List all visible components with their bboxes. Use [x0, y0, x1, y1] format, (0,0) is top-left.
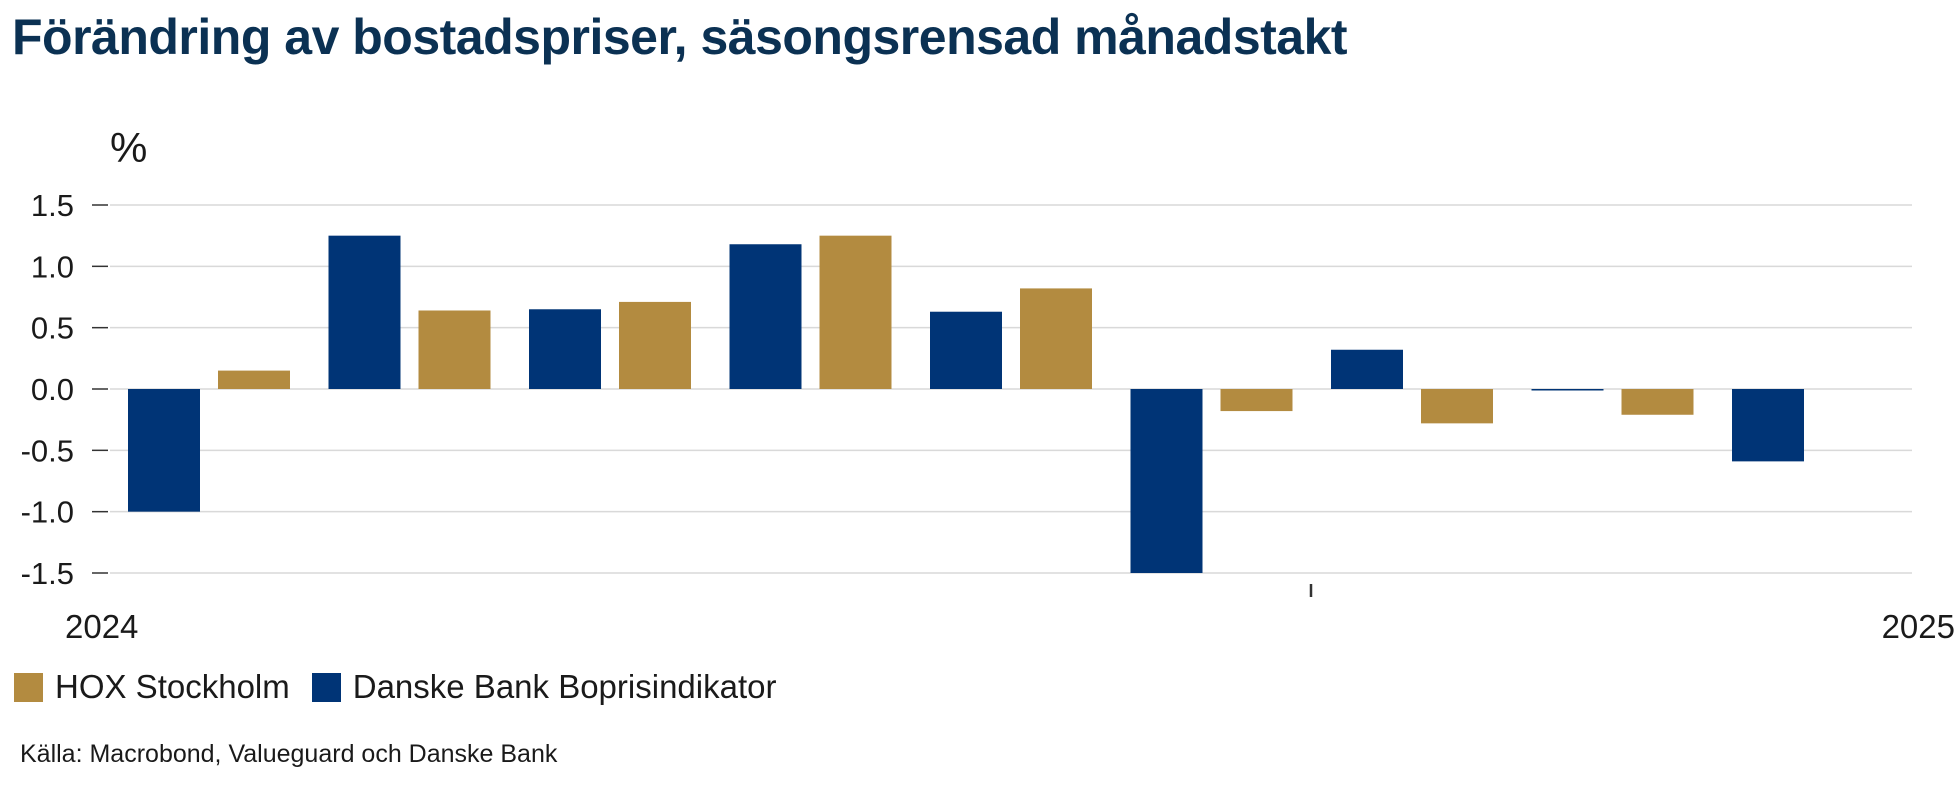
chart-title: Förändring av bostadspriser, säsongsrens…	[12, 9, 1348, 65]
bar-danske	[1531, 389, 1604, 391]
y-tick-label: -1.0	[21, 495, 74, 530]
bar-danske	[1130, 389, 1203, 573]
legend-item-danske: Danske Bank Boprisindikator	[311, 668, 777, 706]
bar-danske	[1331, 349, 1403, 389]
bar-danske	[328, 235, 401, 389]
y-axis-unit-label: %	[110, 124, 147, 171]
source-note: Källa: Macrobond, Valueguard och Danske …	[20, 740, 558, 768]
y-tick-label: -1.5	[21, 556, 74, 591]
x-tick-label-start: 2024	[65, 608, 138, 645]
legend: HOX Stockholm Danske Bank Boprisindikato…	[14, 668, 798, 706]
legend-swatch-danske	[311, 672, 341, 702]
y-tick-label: 1.0	[31, 249, 74, 284]
y-tick-label: 0.5	[31, 311, 74, 346]
bar-hox	[1020, 288, 1092, 389]
bar-danske	[1732, 389, 1804, 462]
bar-hox	[819, 235, 892, 389]
bar-danske	[529, 309, 601, 389]
bar-hox	[1621, 389, 1694, 415]
legend-label-hox: HOX Stockholm	[55, 668, 290, 705]
bar-hox	[218, 370, 290, 389]
bar-chart: % 1.5 1.0 0.5 0.0 -0.5 -1.0 -1.5 2024 2025	[21, 124, 1955, 645]
bar-danske	[128, 389, 200, 512]
bar-hox	[619, 301, 691, 389]
y-tick-label: 0.0	[31, 372, 74, 407]
bar-danske	[930, 311, 1002, 389]
bar-hox	[1220, 389, 1293, 412]
legend-label-danske: Danske Bank Boprisindikator	[352, 668, 777, 705]
legend-item-hox: HOX Stockholm	[14, 668, 290, 706]
bar-hox	[418, 310, 491, 389]
x-tick-label-end: 2025	[1882, 608, 1955, 645]
y-tick-label: 1.5	[31, 188, 74, 223]
y-tick-label: -0.5	[21, 433, 74, 468]
bar-danske	[729, 244, 802, 389]
bar-hox	[1421, 389, 1493, 424]
legend-swatch-hox	[14, 672, 43, 702]
